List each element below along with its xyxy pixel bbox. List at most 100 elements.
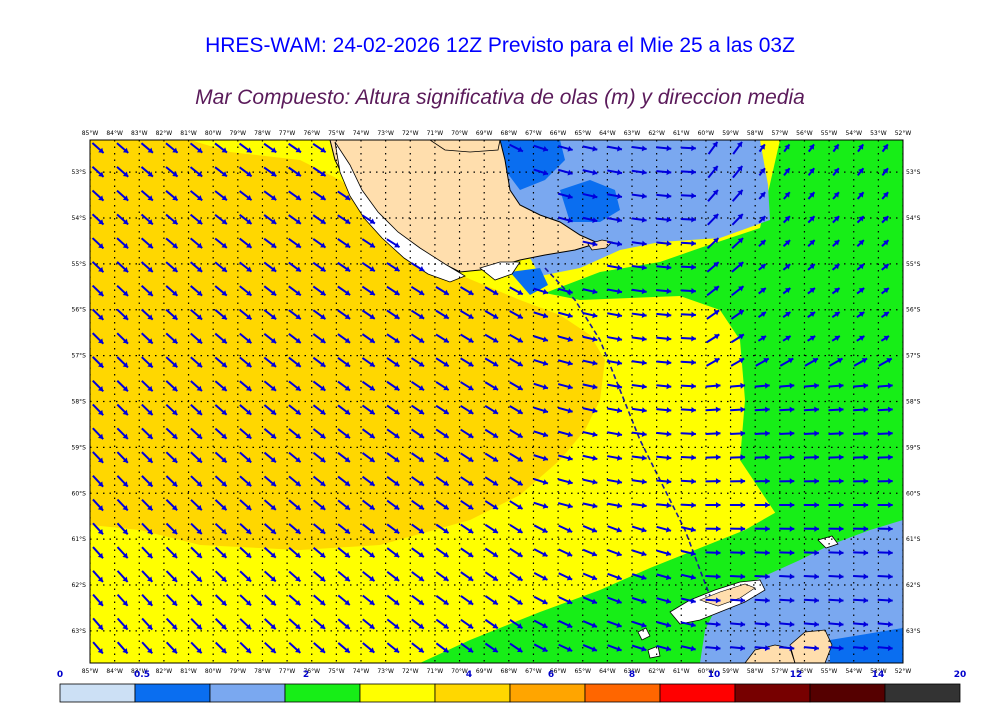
wave-direction-arrow [214, 332, 228, 345]
wave-direction-arrow [460, 286, 474, 296]
wave-direction-arrow [386, 404, 400, 415]
wave-direction-arrow [190, 356, 203, 368]
wave-direction-arrow [853, 573, 869, 580]
colorbar-tick-label: 10 [708, 670, 721, 680]
wave-direction-arrow [607, 312, 623, 319]
wave-direction-arrow [856, 263, 865, 271]
wave-direction-arrow [754, 406, 770, 413]
wave-direction-arrow [140, 237, 154, 249]
wave-direction-arrow [557, 478, 573, 485]
wave-direction-arrow [881, 191, 889, 200]
lon-label-bottom: 72°W [402, 668, 419, 675]
wave-direction-arrow [877, 573, 893, 580]
wave-direction-arrow [779, 382, 795, 389]
wave-direction-arrow [807, 311, 816, 318]
wave-direction-arrow [141, 546, 154, 559]
wave-direction-arrow [91, 261, 105, 273]
wave-direction-arrow [680, 359, 696, 366]
wave-direction-arrow [755, 357, 770, 367]
lon-label-bottom: 83°W [131, 668, 148, 675]
wave-direction-arrow [730, 621, 746, 628]
wave-direction-arrow [116, 380, 129, 392]
wave-direction-arrow [189, 166, 203, 178]
wave-direction-arrow [857, 167, 865, 176]
wave-direction-arrow [92, 570, 104, 583]
wave-direction-arrow [853, 621, 869, 628]
lon-label-top: 76°W [303, 130, 320, 137]
wave-direction-arrow [92, 475, 104, 488]
wave-direction-arrow [807, 191, 816, 200]
wave-direction-arrow [411, 381, 425, 391]
wave-direction-arrow [312, 451, 326, 463]
wave-direction-arrow [509, 595, 524, 606]
wave-direction-arrow [337, 452, 351, 463]
wave-direction-arrow [214, 190, 228, 202]
wave-direction-arrow [214, 380, 228, 392]
wave-direction-arrow [337, 523, 351, 535]
wave-direction-arrow [116, 356, 129, 369]
wave-direction-arrow [656, 359, 672, 366]
lon-label-bottom: 73°W [377, 668, 394, 675]
wave-direction-arrow [877, 454, 893, 461]
wave-direction-arrow [435, 286, 450, 296]
wave-direction-arrow [656, 525, 672, 533]
wave-direction-arrow [582, 383, 598, 390]
wave-direction-arrow [460, 357, 474, 367]
wave-direction-arrow [832, 167, 840, 176]
wave-direction-arrow [361, 380, 376, 392]
lon-label-top: 71°W [427, 130, 444, 137]
longitude-labels-bottom: 85°W 84°W 83°W 82°W 81°W 80°W 79°W 78°W 77°W 76°W… [82, 668, 912, 675]
land-antarctic-east [789, 629, 833, 663]
wave-direction-arrow [680, 502, 696, 509]
wave-direction-arrow [705, 357, 721, 367]
lon-label-bottom: 64°W [599, 668, 616, 675]
wave-direction-arrow [631, 216, 647, 223]
wave-direction-arrow [557, 192, 573, 200]
wave-direction-arrow [312, 285, 327, 297]
wave-direction-arrow [92, 498, 104, 512]
wave-direction-arrow [116, 332, 129, 345]
lon-label-bottom: 63°W [624, 668, 641, 675]
wave-direction-arrow [856, 335, 865, 342]
wave-direction-arrow [165, 190, 179, 202]
wave-direction-arrow [313, 642, 326, 654]
wave-direction-arrow [680, 430, 696, 437]
wave-direction-arrow [557, 406, 573, 414]
wave-direction-arrow [509, 428, 524, 439]
wave-direction-arrow [239, 427, 252, 440]
lon-label-bottom: 56°W [796, 668, 813, 675]
wave-direction-arrow [435, 571, 450, 582]
wave-direction-arrow [116, 261, 129, 273]
wave-direction-arrow [141, 332, 154, 345]
wave-direction-arrow [264, 641, 277, 654]
wave-direction-arrow [832, 143, 840, 153]
wave-direction-arrow [557, 168, 573, 176]
wave-direction-arrow [386, 333, 400, 344]
lon-label-bottom: 62°W [648, 668, 665, 675]
wave-direction-arrow [214, 570, 228, 583]
wave-direction-arrow [141, 617, 154, 631]
wave-direction-arrow [214, 641, 228, 654]
wave-direction-arrow [557, 454, 573, 462]
wave-direction-arrow [856, 287, 865, 295]
wave-direction-arrow [730, 501, 746, 508]
wave-direction-arrow [582, 454, 598, 461]
wave-direction-arrow [705, 645, 721, 652]
lon-label-bottom: 54°W [845, 668, 862, 675]
wave-direction-arrow [680, 240, 696, 247]
lon-label-bottom: 80°W [205, 668, 222, 675]
wave-direction-arrow [337, 285, 351, 296]
wave-direction-arrow [607, 264, 623, 271]
wave-direction-arrow [362, 594, 376, 606]
wave-direction-arrow [140, 261, 154, 273]
latitude-labels-right: 53°S 54°S 55°S 56°S 57°S 58°S 59°S 60°S 61°S 62°S… [906, 169, 921, 635]
lat-label-right: 60°S [906, 490, 921, 497]
wave-direction-arrow [803, 597, 819, 604]
wave-direction-arrow [263, 428, 277, 440]
wave-direction-arrow [288, 642, 302, 654]
wave-direction-arrow [680, 264, 696, 271]
wave-direction-arrow [361, 214, 376, 225]
wave-direction-arrow [141, 641, 153, 655]
wave-direction-arrow [656, 478, 672, 485]
colorbar-tick-label: 0 [57, 670, 63, 680]
